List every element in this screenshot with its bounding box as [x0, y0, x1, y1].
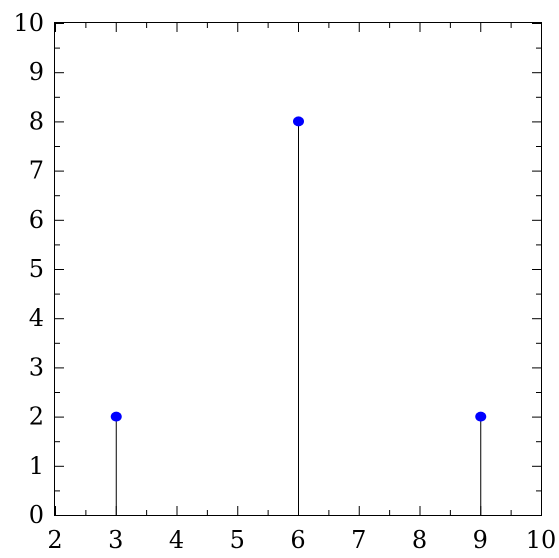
- x-tick-label-8: 8: [412, 526, 427, 554]
- data-point-2: [475, 411, 487, 422]
- x-tick-label-3: 3: [108, 526, 123, 554]
- y-tick-label-4: 4: [29, 304, 44, 332]
- y-tick-label-1: 1: [29, 452, 44, 480]
- data-point-0: [110, 411, 122, 422]
- y-tick-label-7: 7: [29, 157, 44, 185]
- x-tick-label-5: 5: [230, 526, 245, 554]
- y-tick-label-9: 9: [29, 58, 44, 86]
- data-point-1: [293, 116, 304, 127]
- y-tick-label-8: 8: [29, 107, 44, 135]
- ticks-layer: [55, 23, 542, 516]
- markers-layer: [110, 116, 487, 422]
- y-tick-label-3: 3: [29, 353, 44, 381]
- y-tick-label-2: 2: [29, 403, 44, 431]
- tick-labels-layer: 2 3 4 5 6 7 8 9 10 0 1 2 3 4 5 6 7 8 9 10: [13, 9, 556, 554]
- x-tick-label-9: 9: [473, 526, 488, 554]
- y-tick-label-0: 0: [29, 501, 44, 529]
- y-tick-label-5: 5: [29, 255, 44, 283]
- y-tick-label-6: 6: [29, 206, 44, 234]
- x-tick-label-7: 7: [351, 526, 366, 554]
- x-tick-label-6: 6: [290, 526, 305, 554]
- x-tick-label-4: 4: [169, 526, 184, 554]
- x-tick-label-2: 2: [47, 526, 62, 554]
- y-tick-label-10: 10: [13, 9, 44, 37]
- x-tick-label-10: 10: [526, 526, 557, 554]
- plot-frame: [54, 22, 542, 516]
- stems-layer: [115, 121, 482, 515]
